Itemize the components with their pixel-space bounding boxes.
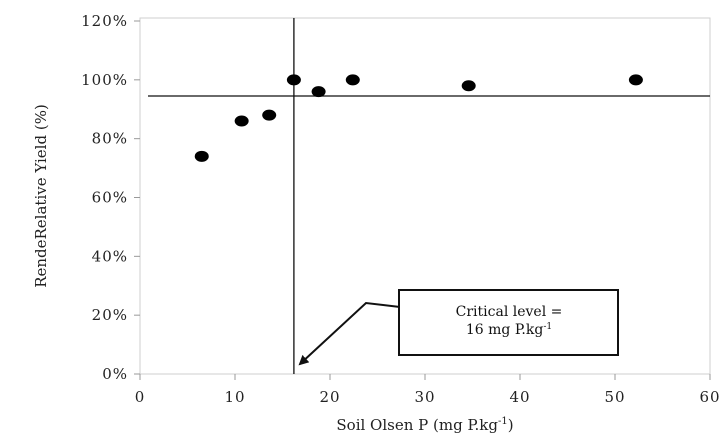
data-point: [234, 115, 249, 127]
x-axis-title: Soil Olsen P (mg P.kg-1): [336, 416, 513, 434]
annotation-line-1: Critical level =: [456, 304, 563, 320]
data-points: [194, 74, 643, 162]
data-point: [628, 74, 643, 86]
x-tick-label: 60: [699, 388, 720, 406]
data-point: [262, 109, 277, 121]
y-tick-label: 0%: [102, 365, 128, 383]
y-tick-label: 80%: [92, 130, 128, 148]
annotation-box: [398, 289, 619, 356]
annotation-arrow: [298, 301, 401, 366]
y-tick-label: 100%: [81, 71, 128, 89]
x-axis-title-superscript: -1: [498, 416, 508, 427]
y-tick-label: 60%: [92, 189, 128, 207]
x-tick-label: 0: [135, 388, 146, 406]
x-tick-label: 40: [509, 388, 530, 406]
data-point: [194, 150, 209, 162]
x-tick-label: 10: [224, 388, 245, 406]
x-axis-ticks: 0 10 20 30 40 50 60: [135, 374, 720, 406]
x-axis-title-tail: ): [508, 416, 514, 434]
annotation-line-2: 16 mg P.kg-1: [466, 322, 552, 338]
x-tick-label: 30: [414, 388, 435, 406]
data-point: [286, 74, 301, 86]
data-point: [311, 86, 326, 98]
y-tick-label: 120%: [81, 12, 128, 30]
y-axis-ticks: 0% 20% 40% 60% 80% 100% 120%: [81, 12, 140, 383]
data-point: [461, 80, 476, 92]
x-tick-label: 20: [319, 388, 340, 406]
y-tick-label: 40%: [92, 247, 128, 265]
x-tick-label: 50: [604, 388, 625, 406]
annotation-line-2-main: 16 mg P.kg: [466, 322, 543, 338]
annotation-line-2-superscript: -1: [543, 322, 552, 332]
y-axis-title: RendeRelative Yield (%): [32, 104, 50, 288]
y-tick-label: 20%: [92, 306, 128, 324]
x-axis-title-main: Soil Olsen P (mg P.kg: [336, 416, 498, 434]
data-point: [345, 74, 360, 86]
